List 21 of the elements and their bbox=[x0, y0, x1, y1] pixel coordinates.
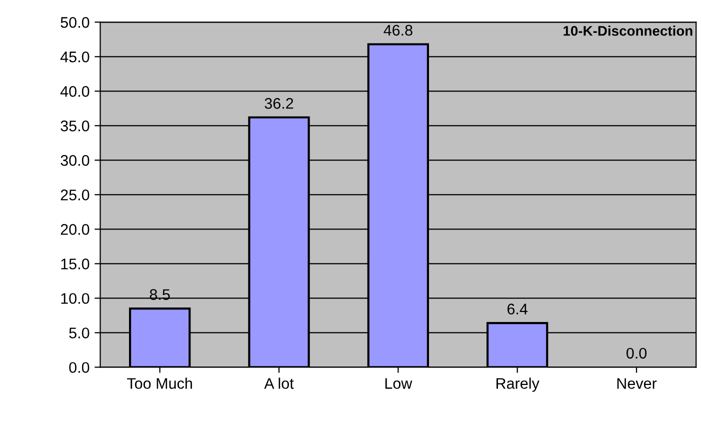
data-label: 6.4 bbox=[507, 304, 528, 314]
chart-title: 10-K-Disconnection bbox=[564, 26, 692, 36]
data-label: 46.8 bbox=[384, 24, 412, 36]
data-label: 0.0 bbox=[626, 348, 647, 359]
y-tick-label: 30.0 bbox=[60, 155, 90, 166]
y-tick-label: 10.0 bbox=[61, 293, 90, 304]
x-tick-label: Rarely bbox=[496, 378, 540, 392]
y-tick-label: 45.0 bbox=[60, 52, 90, 62]
y-tick-label: 0.0 bbox=[69, 362, 90, 373]
x-tick-label: Low bbox=[385, 378, 412, 389]
y-tick-label: 15.0 bbox=[61, 258, 90, 270]
y-tick-label: 5.0 bbox=[69, 328, 90, 338]
x-tick-label: A lot bbox=[264, 378, 294, 389]
y-tick-label: 20.0 bbox=[60, 224, 90, 235]
x-tick-label: Never bbox=[617, 378, 657, 389]
y-tick-label: 50.0 bbox=[60, 17, 90, 28]
x-tick-label: Too Much bbox=[127, 378, 192, 389]
data-label: 36.2 bbox=[264, 98, 294, 109]
y-tick-label: 25.0 bbox=[60, 190, 90, 200]
y-tick-label: 35.0 bbox=[60, 120, 90, 132]
y-tick-label: 40.0 bbox=[60, 86, 90, 97]
